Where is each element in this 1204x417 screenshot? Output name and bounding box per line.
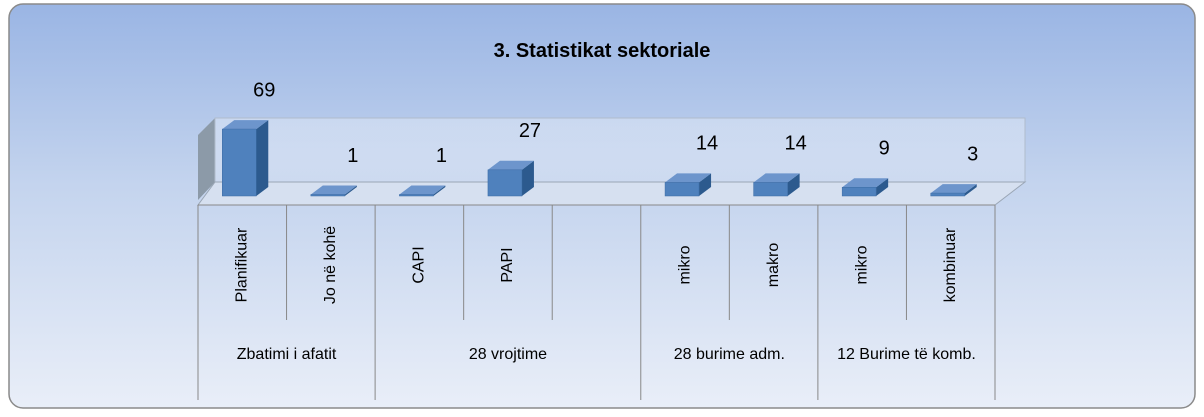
data-label: 27 bbox=[519, 120, 541, 142]
bar-front bbox=[664, 182, 700, 197]
bar-side bbox=[787, 173, 800, 196]
data-label: 69 bbox=[253, 79, 275, 101]
side-wall bbox=[198, 118, 215, 200]
bar bbox=[487, 160, 534, 197]
group-label-box: 28 vrojtime bbox=[468, 346, 548, 363]
bar-side bbox=[964, 184, 977, 196]
bar bbox=[664, 173, 712, 197]
category-label: kombinuar bbox=[942, 227, 959, 302]
bar bbox=[222, 120, 269, 197]
group-label: 28 burime adm. bbox=[673, 346, 785, 363]
bar-front bbox=[841, 187, 877, 197]
bar-front bbox=[930, 192, 965, 197]
data-label: 14 bbox=[696, 133, 718, 155]
bar bbox=[841, 178, 889, 197]
bar-front bbox=[222, 128, 257, 197]
bar-top bbox=[399, 185, 446, 195]
group-label-box: 12 Burime të komb. bbox=[837, 346, 976, 363]
data-label: 3 bbox=[967, 143, 978, 165]
bar bbox=[399, 185, 446, 197]
bar bbox=[753, 173, 800, 197]
bar-top bbox=[222, 120, 269, 130]
bar bbox=[310, 185, 357, 197]
bar-top bbox=[665, 173, 712, 183]
bar-side bbox=[433, 185, 446, 196]
category-label: Jo në kohë bbox=[322, 226, 339, 304]
group-label: 28 vrojtime bbox=[468, 346, 548, 363]
category-label: mikro bbox=[676, 245, 693, 284]
bar-side bbox=[344, 185, 357, 196]
bar-front bbox=[399, 194, 434, 197]
group-label: Zbatimi i afatit bbox=[236, 346, 337, 363]
bar bbox=[930, 184, 977, 197]
group-label-box: Zbatimi i afatit bbox=[236, 346, 337, 363]
bar-front bbox=[310, 194, 346, 197]
chart-title: 3. Statistikat sektoriale bbox=[494, 40, 711, 62]
bar-front bbox=[753, 182, 788, 197]
category-label: Planifikuar bbox=[233, 227, 250, 302]
panel bbox=[8, 3, 1196, 409]
category-label: PAPI bbox=[499, 247, 516, 282]
bar-side bbox=[876, 178, 889, 196]
category-label: mikro bbox=[853, 245, 870, 284]
category-label: CAPI bbox=[411, 246, 428, 283]
data-label: 9 bbox=[879, 138, 890, 160]
bar-front bbox=[487, 169, 523, 197]
group-label-box: 28 burime adm. bbox=[673, 346, 785, 363]
group-label: 12 Burime të komb. bbox=[837, 346, 976, 363]
data-label: 1 bbox=[347, 145, 358, 167]
bar-top bbox=[842, 178, 889, 188]
data-label: 14 bbox=[784, 133, 806, 155]
bar-top bbox=[930, 184, 977, 194]
data-label: 1 bbox=[436, 145, 447, 167]
back-wall bbox=[214, 117, 1026, 183]
bar-top bbox=[753, 173, 800, 183]
bar-top bbox=[310, 185, 357, 195]
bar-top bbox=[487, 160, 534, 170]
category-label: makro bbox=[765, 243, 782, 288]
bar-side bbox=[699, 173, 712, 196]
bar-side bbox=[256, 120, 269, 196]
bar-side bbox=[521, 160, 534, 196]
